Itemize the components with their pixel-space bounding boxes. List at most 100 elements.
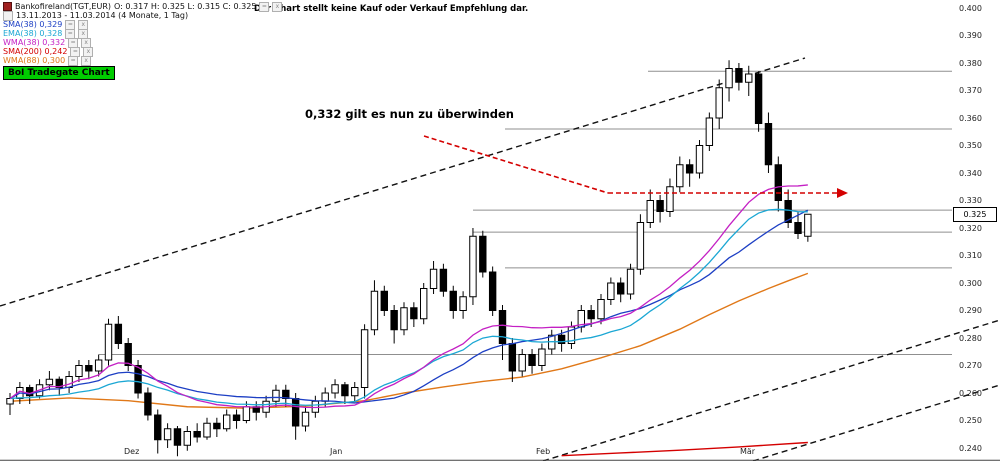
candle-body bbox=[291, 398, 300, 427]
indicator-label: SMA(38) 0,329 bbox=[3, 20, 63, 29]
indicator-row-sma200[interactable]: SMA(200) 0,242 = x bbox=[3, 46, 282, 57]
indicator-label: WMA(38) 0,332 bbox=[3, 38, 66, 47]
candle-body bbox=[410, 307, 418, 320]
price-tick-label: 0.400 bbox=[959, 3, 982, 13]
price-tick-label: 0.280 bbox=[959, 333, 982, 343]
candle-body bbox=[272, 389, 280, 402]
disclaimer-text: Der Chart stellt keine Kauf oder Verkauf… bbox=[254, 4, 529, 14]
candle-body bbox=[163, 428, 172, 441]
candle-body bbox=[508, 343, 517, 372]
candle-body bbox=[597, 299, 605, 320]
candle-body bbox=[360, 329, 369, 388]
candle-body bbox=[173, 428, 182, 446]
date-range-label: 13.11.2013 - 11.03.2014 (4 Monate, 1 Tag… bbox=[16, 11, 189, 20]
annotation-arrow-diagonal bbox=[423, 135, 609, 194]
indicator-row-sma38[interactable]: SMA(38) 0,329 = x bbox=[3, 19, 282, 30]
timeframe-row[interactable]: 13.11.2013 - 11.03.2014 (4 Monate, 1 Tag… bbox=[3, 10, 282, 21]
trend-channel-line bbox=[542, 319, 1000, 461]
ma-line-wma38 bbox=[9, 184, 808, 409]
candle-body bbox=[528, 354, 536, 366]
candle-body bbox=[764, 123, 773, 166]
candle-body bbox=[183, 431, 192, 446]
candle-body bbox=[695, 145, 704, 174]
candle-body bbox=[400, 307, 408, 331]
price-tick-label: 0.310 bbox=[959, 251, 982, 260]
candle-body bbox=[94, 359, 103, 372]
price-tick-label: 0.390 bbox=[959, 31, 982, 40]
instrument-name: Bankofireland(TGT,EUR) bbox=[15, 2, 111, 11]
candle-body bbox=[429, 268, 438, 289]
legend-panel: Bankofireland(TGT,EUR) O: 0.317 H: 0.325… bbox=[3, 1, 283, 66]
indicator-row-wma88[interactable]: WMA(88) 0,300 = x bbox=[3, 55, 282, 66]
month-label-dez: Dez bbox=[124, 447, 140, 456]
indicator-close-icon[interactable]: x bbox=[81, 55, 92, 66]
candle-body bbox=[104, 323, 113, 361]
indicator-label: EMA(38) 0,328 bbox=[3, 29, 63, 38]
clock-icon bbox=[3, 10, 13, 21]
candle-body bbox=[154, 414, 162, 441]
candle-body bbox=[114, 323, 123, 344]
price-tick-label: 0.360 bbox=[959, 113, 982, 123]
price-tick-label: 0.340 bbox=[959, 168, 982, 178]
price-tick-label: 0.240 bbox=[959, 443, 982, 453]
candle-body bbox=[794, 222, 802, 234]
indicator-settings-icon[interactable]: = bbox=[68, 55, 79, 66]
month-label-feb: Feb bbox=[536, 447, 551, 456]
candle-body bbox=[341, 384, 349, 397]
ma-line-ema38 bbox=[9, 208, 808, 406]
price-tick-label: 0.320 bbox=[959, 223, 982, 233]
candle-body bbox=[203, 422, 211, 438]
candle-body bbox=[518, 354, 526, 372]
price-tick-label: 0.380 bbox=[959, 58, 982, 68]
annotation-arrowhead-icon bbox=[837, 188, 848, 198]
instrument-row[interactable]: Bankofireland(TGT,EUR) O: 0.317 H: 0.325… bbox=[3, 1, 283, 12]
candle-body bbox=[774, 164, 782, 201]
price-tick-label: 0.330 bbox=[959, 196, 982, 205]
candle-body bbox=[45, 378, 54, 386]
candle-body bbox=[685, 164, 694, 174]
candle-body bbox=[636, 222, 645, 270]
candle-body bbox=[370, 290, 379, 331]
price-tick-label: 0.250 bbox=[959, 416, 982, 425]
candle-body bbox=[666, 186, 674, 212]
indicator-row-ema38[interactable]: EMA(38) 0,328 = x bbox=[3, 28, 282, 39]
candle-body bbox=[420, 288, 428, 320]
ma-line-wma88 bbox=[9, 272, 809, 409]
candle-body bbox=[55, 378, 63, 388]
candle-body bbox=[538, 348, 546, 366]
instrument-settings-icon[interactable]: = bbox=[259, 1, 270, 12]
month-label-jan: Jan bbox=[330, 447, 343, 456]
instrument-close-icon[interactable]: x bbox=[272, 1, 283, 12]
candle-body bbox=[459, 296, 467, 311]
candle-body bbox=[321, 392, 329, 402]
candle-body bbox=[784, 200, 792, 223]
trend-channel-line bbox=[0, 57, 806, 307]
candle-body bbox=[469, 235, 477, 298]
trend-channel-line bbox=[752, 384, 1000, 461]
indicator-legend-list: SMA(38) 0,329 = x EMA(38) 0,328 = x WMA(38) 0,… bbox=[3, 19, 282, 66]
candle-body bbox=[282, 389, 290, 399]
candle-body bbox=[124, 343, 132, 366]
price-tick-label: 0.300 bbox=[959, 278, 982, 288]
candle-body bbox=[557, 334, 566, 344]
indicator-label: WMA(88) 0,300 bbox=[3, 56, 66, 65]
candle-body bbox=[656, 200, 664, 212]
candle-body bbox=[646, 200, 654, 223]
candle-body bbox=[311, 400, 320, 413]
indicator-row-wma38[interactable]: WMA(38) 0,332 = x bbox=[3, 37, 282, 48]
candle-body bbox=[804, 213, 812, 237]
price-tick-label: 0.290 bbox=[959, 306, 982, 315]
candle-body bbox=[26, 387, 34, 397]
candle-body bbox=[607, 282, 615, 300]
candle-body bbox=[449, 290, 457, 311]
ma-line-sma200 bbox=[561, 441, 808, 457]
last-price-label: 0.325 bbox=[953, 207, 997, 222]
candle-body bbox=[479, 235, 487, 273]
candle-body bbox=[134, 365, 142, 394]
ma-line-sma38 bbox=[9, 209, 809, 404]
candle-body bbox=[715, 87, 723, 119]
candle-body bbox=[745, 73, 753, 83]
candle-body bbox=[626, 268, 635, 295]
candle-body bbox=[390, 310, 398, 331]
